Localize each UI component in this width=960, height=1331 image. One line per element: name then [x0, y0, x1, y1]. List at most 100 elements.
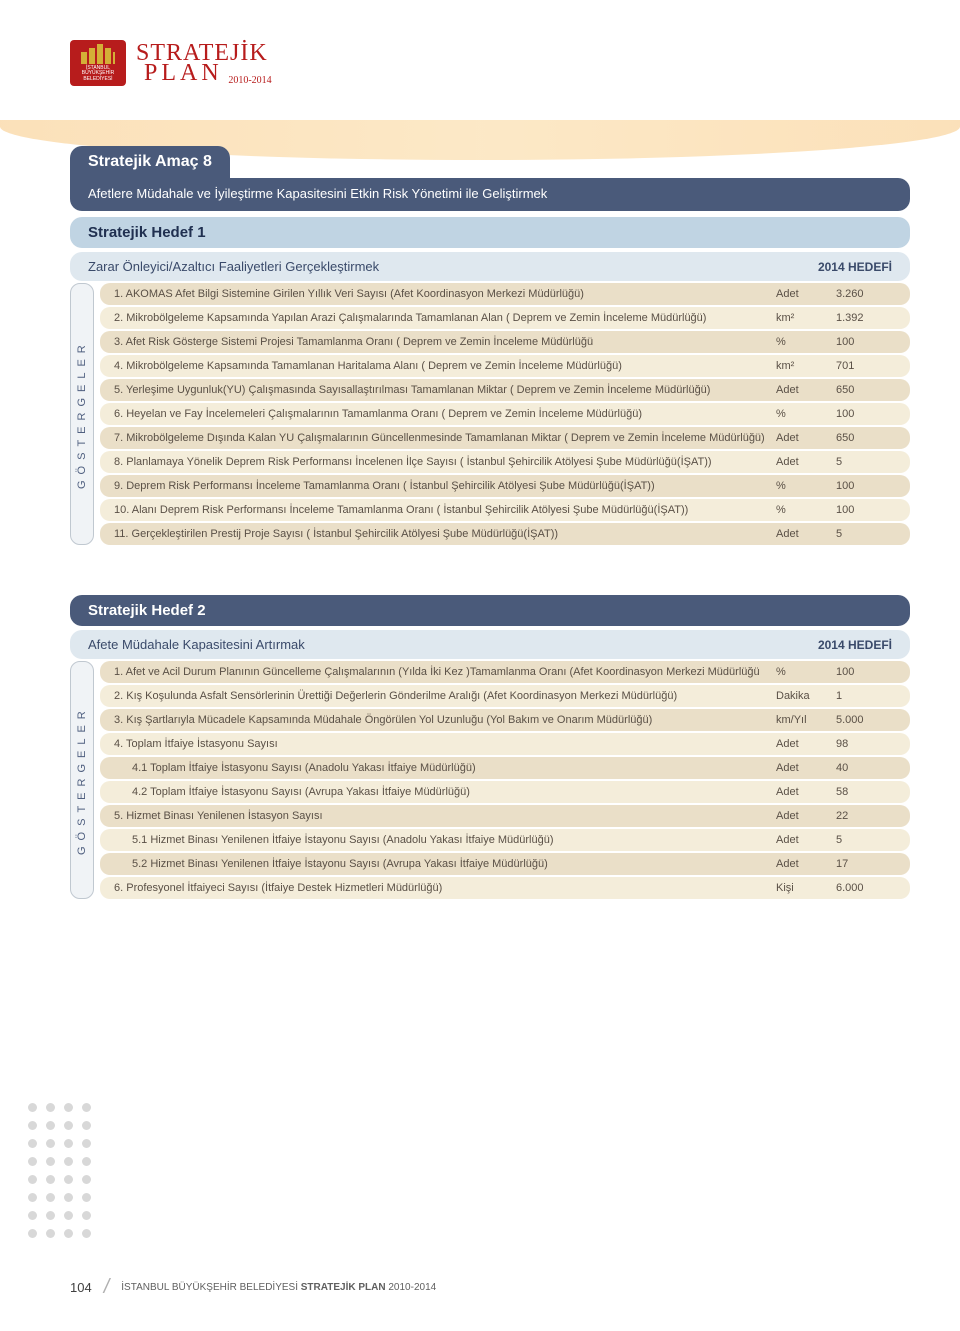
indicator-label: 3. Afet Risk Gösterge Sistemi Projesi Ta… [114, 336, 776, 348]
indicator-label: 5.2 Hizmet Binası Yenilenen İtfaiye İsta… [114, 858, 776, 870]
footer-text-2: STRATEJİK PLAN [301, 1282, 389, 1293]
page-number: 104 [70, 1280, 92, 1295]
indicator-label: 1. Afet ve Acil Durum Planının Güncellem… [114, 666, 776, 678]
decorative-dots-icon [28, 1103, 94, 1241]
hedef1-description-row: Zarar Önleyici/Azaltıcı Faaliyetleri Ger… [70, 252, 910, 281]
indicator-label: 6. Profesyonel İtfaiyeci Sayısı (İtfaiye… [114, 882, 776, 894]
indicator-unit: % [776, 336, 836, 348]
indicator-unit: Adet [776, 738, 836, 750]
hedef2-indicators-tab: GÖSTERGELER [70, 661, 94, 899]
indicator-label: 3. Kış Şartlarıyla Mücadele Kapsamında M… [114, 714, 776, 726]
footer-text-3: 2010-2014 [388, 1282, 436, 1293]
indicator-row: 4. Toplam İtfaiye İstasyonu SayısıAdet98 [100, 733, 910, 755]
hedef2-rows: 1. Afet ve Acil Durum Planının Güncellem… [100, 661, 910, 899]
indicator-unit: % [776, 504, 836, 516]
indicator-label: 5. Hizmet Binası Yenilenen İstasyon Sayı… [114, 810, 776, 822]
indicator-row: 4.2 Toplam İtfaiye İstasyonu Sayısı (Avr… [100, 781, 910, 803]
indicator-label: 5.1 Hizmet Binası Yenilenen İtfaiye İsta… [114, 834, 776, 846]
indicator-value: 98 [836, 738, 896, 750]
indicator-value: 5 [836, 834, 896, 846]
hedef1-title: Stratejik Hedef 1 [70, 217, 910, 248]
hedef1-rows: 1. AKOMAS Afet Bilgi Sistemine Girilen Y… [100, 283, 910, 545]
indicator-unit: % [776, 480, 836, 492]
logo-plan: PLAN [144, 60, 223, 86]
indicator-value: 58 [836, 786, 896, 798]
indicator-value: 22 [836, 810, 896, 822]
indicator-value: 6.000 [836, 882, 896, 894]
indicator-unit: km/Yıl [776, 714, 836, 726]
indicator-row: 6. Heyelan ve Fay İncelemeleri Çalışmala… [100, 403, 910, 425]
indicator-unit: Adet [776, 762, 836, 774]
hedef1-description: Zarar Önleyici/Azaltıcı Faaliyetleri Ger… [88, 259, 379, 274]
hedef2-target-badge: 2014 HEDEFİ [818, 638, 892, 652]
indicator-value: 3.260 [836, 288, 896, 300]
indicator-row: 5. Yerleşime Uygunluk(YU) Çalışmasında S… [100, 379, 910, 401]
indicator-value: 5 [836, 528, 896, 540]
indicator-value: 100 [836, 336, 896, 348]
indicator-label: 7. Mikrobölgeleme Dışında Kalan YU Çalış… [114, 432, 776, 444]
stratejik-amac-card: Stratejik Amaç 8 Afetlere Müdahale ve İy… [70, 146, 910, 545]
indicator-row: 8. Planlamaya Yönelik Deprem Risk Perfor… [100, 451, 910, 473]
indicator-unit: Adet [776, 858, 836, 870]
indicator-label: 2. Mikrobölgeleme Kapsamında Yapılan Ara… [114, 312, 776, 324]
indicator-value: 100 [836, 408, 896, 420]
indicator-row: 3. Afet Risk Gösterge Sistemi Projesi Ta… [100, 331, 910, 353]
indicator-unit: Adet [776, 786, 836, 798]
indicator-value: 100 [836, 480, 896, 492]
indicator-unit: Adet [776, 528, 836, 540]
indicator-label: 4.2 Toplam İtfaiye İstasyonu Sayısı (Avr… [114, 786, 776, 798]
indicator-label: 2. Kış Koşulunda Asfalt Sensörlerinin Ür… [114, 690, 776, 702]
indicator-label: 10. Alanı Deprem Risk Performansı İncele… [114, 504, 776, 516]
indicator-label: 1. AKOMAS Afet Bilgi Sistemine Girilen Y… [114, 288, 776, 300]
indicator-unit: Adet [776, 288, 836, 300]
indicator-label: 8. Planlamaya Yönelik Deprem Risk Perfor… [114, 456, 776, 468]
indicator-row: 3. Kış Şartlarıyla Mücadele Kapsamında M… [100, 709, 910, 731]
indicator-row: 2. Kış Koşulunda Asfalt Sensörlerinin Ür… [100, 685, 910, 707]
amac-title: Stratejik Amaç 8 [70, 146, 230, 178]
indicator-value: 701 [836, 360, 896, 372]
indicator-row: 2. Mikrobölgeleme Kapsamında Yapılan Ara… [100, 307, 910, 329]
indicator-row: 5.2 Hizmet Binası Yenilenen İtfaiye İsta… [100, 853, 910, 875]
indicator-unit: km² [776, 312, 836, 324]
indicator-value: 100 [836, 504, 896, 516]
indicator-row: 4. Mikrobölgeleme Kapsamında Tamamlanan … [100, 355, 910, 377]
indicator-label: 6. Heyelan ve Fay İncelemeleri Çalışmala… [114, 408, 776, 420]
indicator-value: 5 [836, 456, 896, 468]
indicator-unit: Adet [776, 456, 836, 468]
indicator-value: 1 [836, 690, 896, 702]
indicator-row: 4.1 Toplam İtfaiye İstasyonu Sayısı (Ana… [100, 757, 910, 779]
indicator-unit: Adet [776, 432, 836, 444]
page-header: İSTANBUL BÜYÜKŞEHİR BELEDİYESİ STRATEJİK… [70, 40, 910, 86]
indicator-label: 5. Yerleşime Uygunluk(YU) Çalışmasında S… [114, 384, 776, 396]
indicator-value: 650 [836, 384, 896, 396]
hedef2-title: Stratejik Hedef 2 [70, 595, 910, 626]
indicator-label: 9. Deprem Risk Performansı İnceleme Tama… [114, 480, 776, 492]
hedef2-description: Afete Müdahale Kapasitesini Artırmak [88, 637, 305, 652]
indicator-unit: km² [776, 360, 836, 372]
stratejik-hedef2-card: Stratejik Hedef 2 Afete Müdahale Kapasit… [70, 595, 910, 899]
indicator-unit: % [776, 666, 836, 678]
logo-line-3: BELEDİYESİ [83, 76, 112, 82]
indicator-row: 1. AKOMAS Afet Bilgi Sistemine Girilen Y… [100, 283, 910, 305]
indicator-unit: Adet [776, 810, 836, 822]
indicator-unit: Adet [776, 384, 836, 396]
stratejik-plan-logo: STRATEJİK PLAN 2010-2014 [136, 43, 268, 84]
indicator-row: 11. Gerçekleştirilen Prestij Proje Sayıs… [100, 523, 910, 545]
indicator-value: 17 [836, 858, 896, 870]
indicator-row: 10. Alanı Deprem Risk Performansı İncele… [100, 499, 910, 521]
amac-description: Afetlere Müdahale ve İyileştirme Kapasit… [70, 178, 910, 211]
hedef1-indicators-tab: GÖSTERGELER [70, 283, 94, 545]
page-footer: 104 / İSTANBUL BÜYÜKŞEHİR BELEDİYESİ STR… [70, 1276, 436, 1299]
indicator-label: 4. Toplam İtfaiye İstasyonu Sayısı [114, 738, 776, 750]
indicator-row: 6. Profesyonel İtfaiyeci Sayısı (İtfaiye… [100, 877, 910, 899]
footer-text-1: İSTANBUL BÜYÜKŞEHİR BELEDİYESİ [121, 1282, 301, 1293]
hedef1-target-badge: 2014 HEDEFİ [818, 260, 892, 274]
indicator-value: 650 [836, 432, 896, 444]
indicator-label: 11. Gerçekleştirilen Prestij Proje Sayıs… [114, 528, 776, 540]
logo-years: 2010-2014 [228, 77, 271, 86]
indicator-unit: % [776, 408, 836, 420]
indicator-unit: Dakika [776, 690, 836, 702]
indicator-row: 7. Mikrobölgeleme Dışında Kalan YU Çalış… [100, 427, 910, 449]
indicator-row: 5. Hizmet Binası Yenilenen İstasyon Sayı… [100, 805, 910, 827]
indicator-label: 4.1 Toplam İtfaiye İstasyonu Sayısı (Ana… [114, 762, 776, 774]
